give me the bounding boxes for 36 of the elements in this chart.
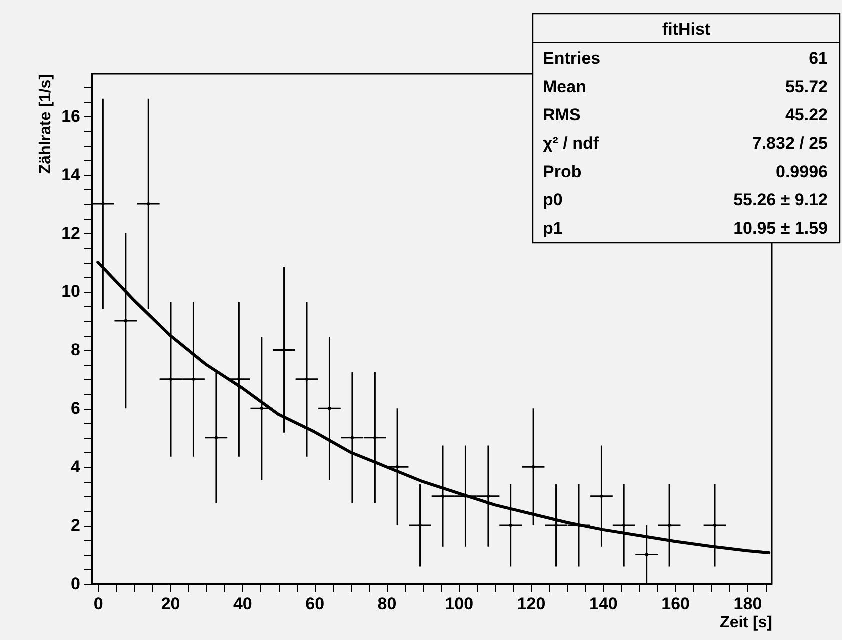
x-axis-title: Zeit [s] <box>720 614 772 632</box>
annotation: Mean <box>543 77 586 96</box>
annotation: p0 <box>543 190 563 210</box>
x-tick-label: 120 <box>517 594 546 614</box>
y-tick-label: 16 <box>62 106 80 126</box>
x-tick-label: 180 <box>734 594 762 614</box>
x-tick-label: 140 <box>589 594 618 614</box>
annotation: 7.832 / 25 <box>752 134 828 153</box>
text: fitHist <box>662 20 711 39</box>
x-tick-label: 60 <box>306 594 325 614</box>
x-tick-label: 0 <box>94 594 104 614</box>
annotation: RMS <box>543 106 581 125</box>
x-tick-label: 160 <box>662 594 690 614</box>
text: 55.72 <box>785 77 828 96</box>
y-tick-label: 14 <box>62 165 82 184</box>
y-axis-title: Zählrate [1/s] <box>38 74 55 174</box>
y-tick-label: 12 <box>62 224 80 243</box>
annotation: 55.26 ± 9.12 <box>734 190 828 210</box>
x-tick-label: 100 <box>445 594 474 614</box>
text: 45.22 <box>785 106 828 125</box>
y-tick-label: 0 <box>71 574 80 594</box>
x-tick-label: 40 <box>233 594 252 614</box>
text: Entries <box>543 49 601 68</box>
y-tick-label: 10 <box>62 282 80 302</box>
annotation: p1 <box>543 218 563 238</box>
annotation: Prob <box>543 162 582 182</box>
text: 0.9996 <box>776 162 828 182</box>
y-tick-label: 4 <box>71 458 82 477</box>
annotation: χ² / ndf <box>543 134 600 153</box>
annotation: 10.95 ± 1.59 <box>734 218 828 238</box>
y-tick-label: 6 <box>71 399 80 418</box>
y-tick-label: 8 <box>71 340 80 360</box>
x-tick-label: 80 <box>378 594 397 614</box>
text: 61 <box>809 49 828 68</box>
x-tick-label: 20 <box>161 594 180 614</box>
y-tick-label: 2 <box>71 516 80 536</box>
